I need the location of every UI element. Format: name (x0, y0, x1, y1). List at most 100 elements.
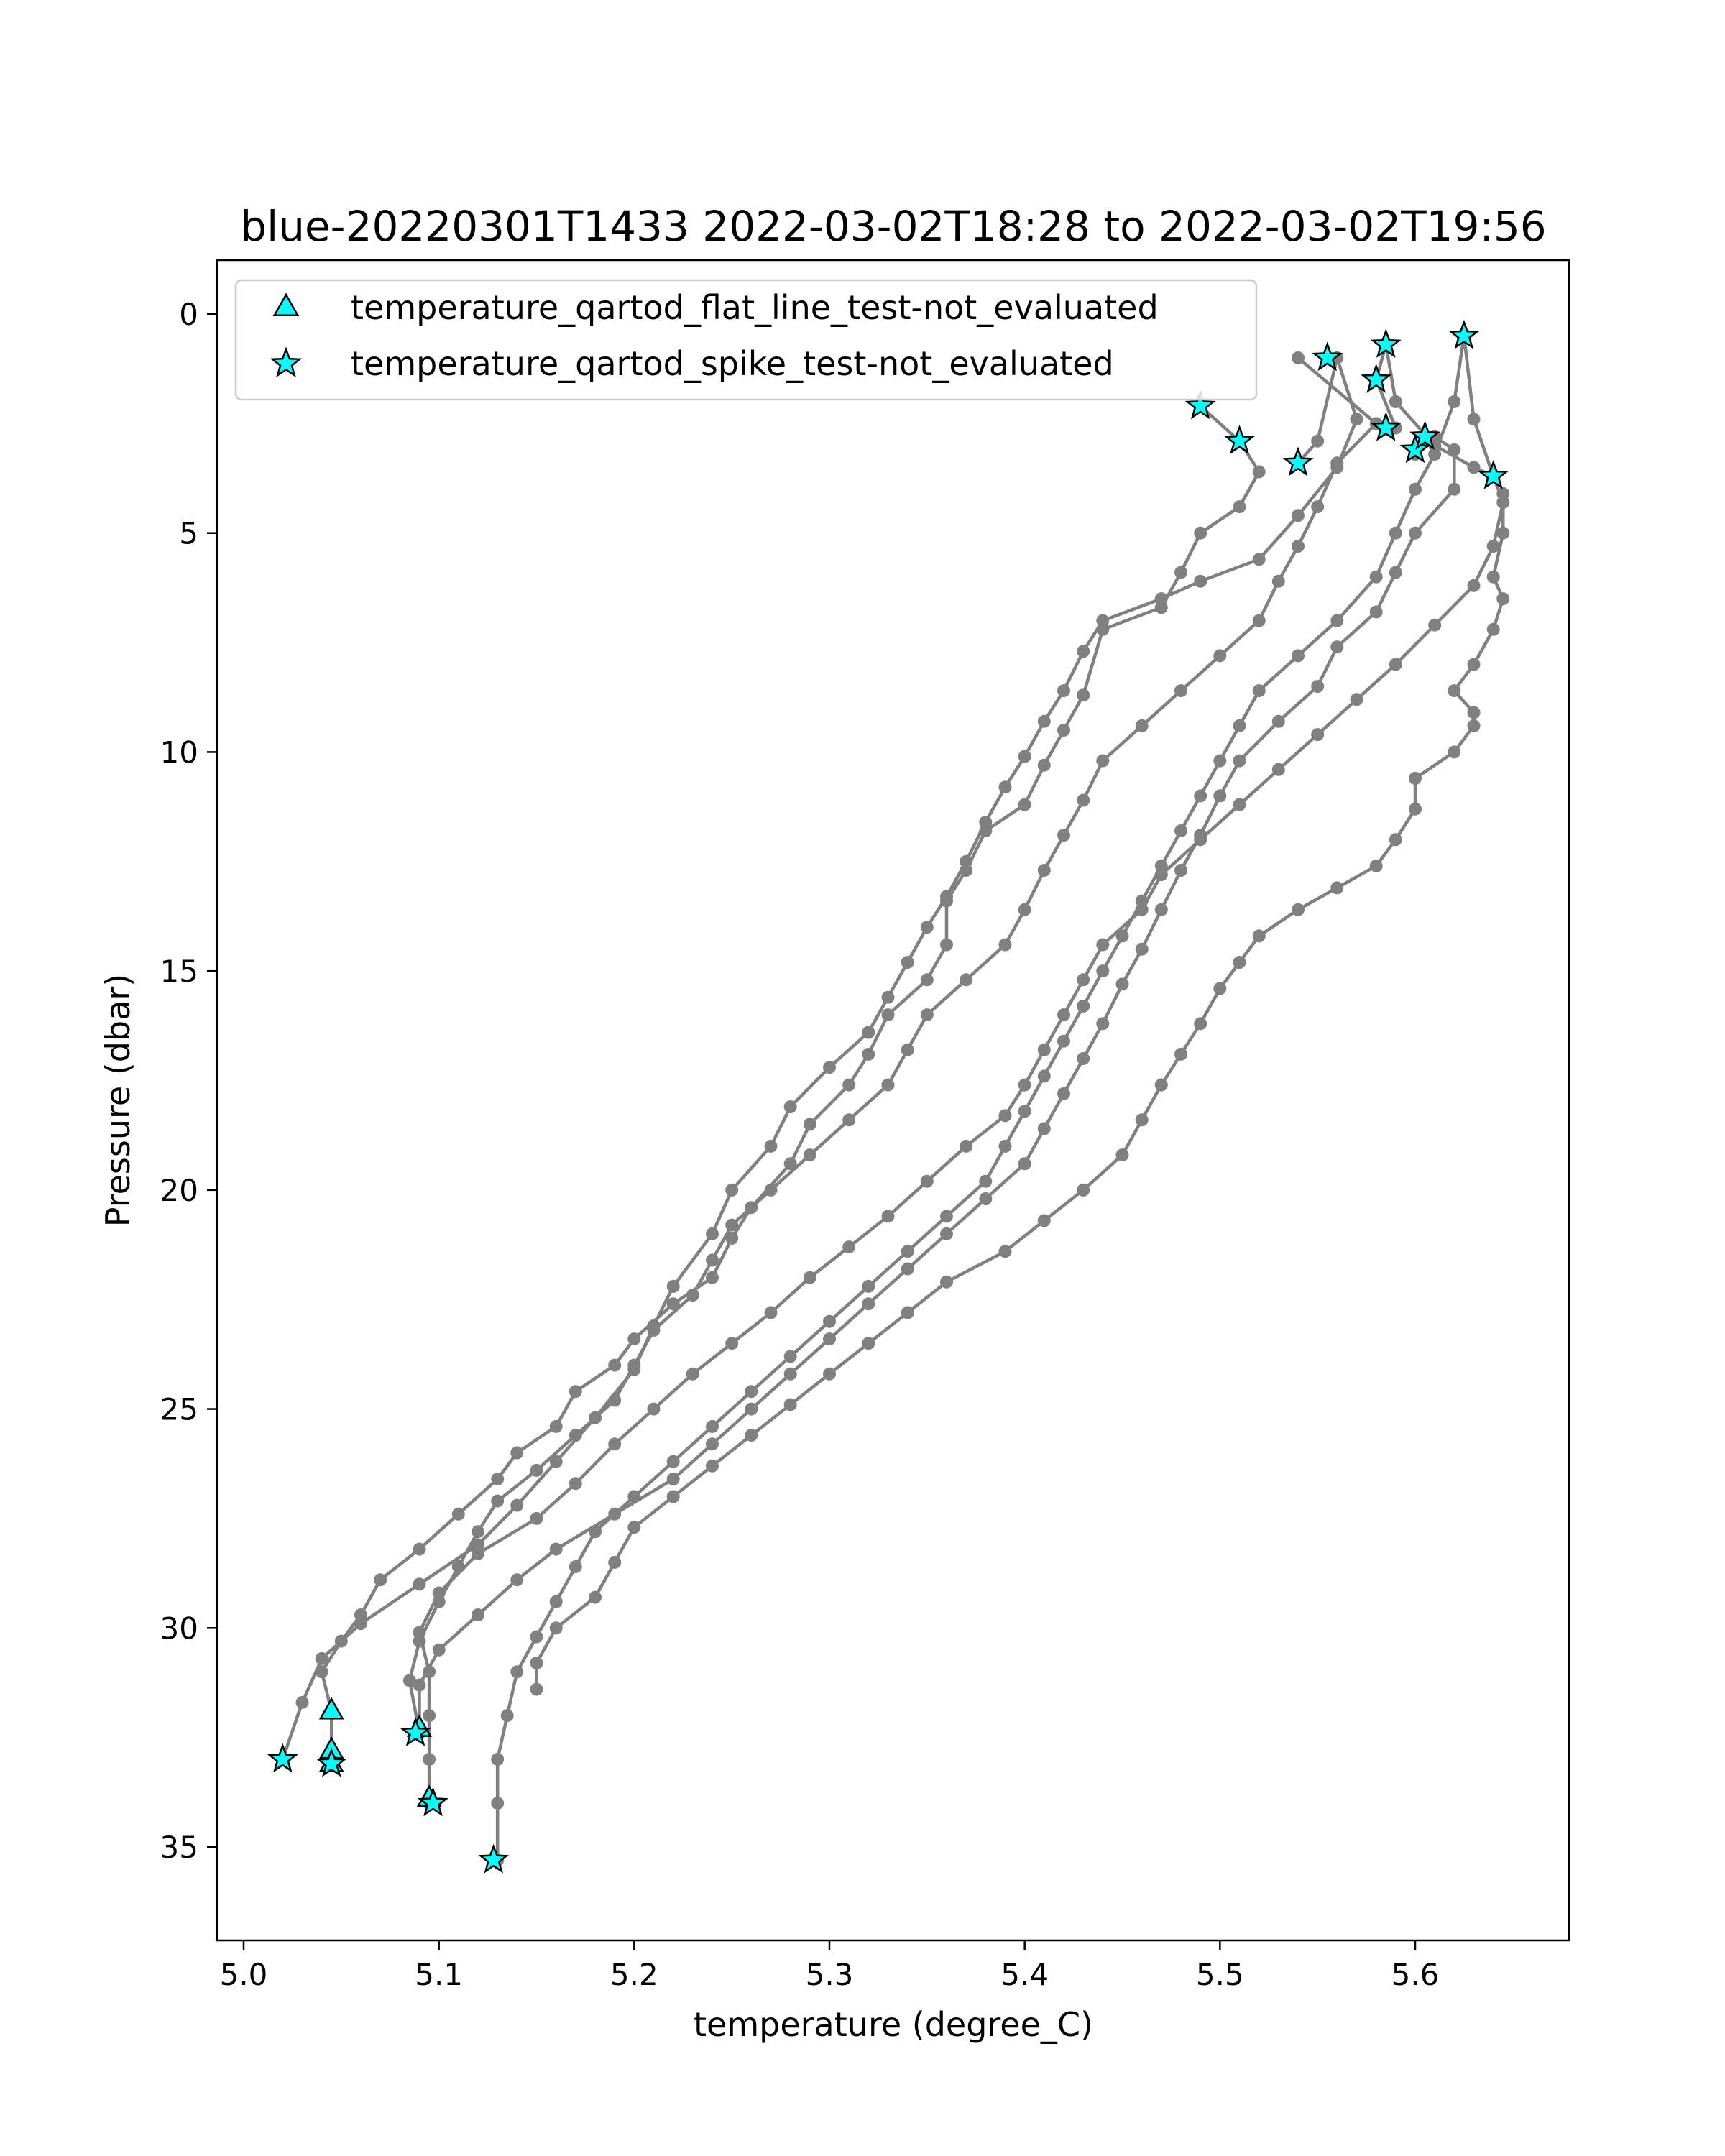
profile-point (549, 1455, 563, 1468)
profile-point (1233, 798, 1246, 811)
spike-test-star-marker (1399, 433, 1431, 464)
profile-point (1174, 1047, 1187, 1061)
profile-point (569, 1477, 582, 1491)
y-tick-label: 30 (160, 1611, 198, 1646)
y-axis: 0 5 10 15 20 25 30 35 (160, 297, 217, 1865)
profile-point (510, 1573, 524, 1587)
profile-point (1037, 758, 1051, 772)
profile-point (901, 1043, 914, 1056)
profile-point (1057, 1008, 1070, 1022)
profile-point (783, 1398, 797, 1411)
profile-point (745, 1385, 758, 1399)
y-tick-label: 0 (179, 297, 198, 332)
legend-marker (272, 292, 300, 317)
profile-point (1409, 802, 1422, 816)
profile-point (1037, 864, 1051, 877)
profile-point (1389, 658, 1402, 671)
y-tick-label: 5 (179, 516, 198, 551)
profile-lines (281, 334, 1505, 1861)
profile-point (1311, 434, 1325, 448)
x-tick-label: 5.3 (806, 1957, 854, 1992)
spike-test-star-marker (1448, 319, 1480, 349)
profile-point (1409, 482, 1422, 496)
profile-point (1486, 570, 1500, 584)
profile-point (472, 1525, 484, 1539)
profile-line-3 (418, 343, 1505, 1804)
chart-title: blue-20220301T1433 2022-03-02T18:28 to 2… (240, 202, 1546, 251)
profile-point (901, 956, 914, 969)
profile-point (423, 1709, 436, 1723)
profile-point (979, 1192, 993, 1205)
profile-point (1213, 649, 1227, 663)
profile-point (666, 1455, 680, 1468)
legend-marker (270, 346, 303, 378)
profile-point (569, 1429, 582, 1442)
y-tick-label: 25 (160, 1392, 198, 1427)
profile-point (764, 1183, 778, 1197)
profile-point (998, 1139, 1012, 1153)
profile-point (803, 1148, 816, 1162)
profile-point (745, 1429, 758, 1442)
profile-point (432, 1643, 446, 1657)
spike-test-star-marker (1478, 459, 1509, 489)
profile-point (1467, 706, 1481, 719)
profile-point (686, 1289, 699, 1302)
profile-point (1369, 859, 1383, 872)
profile-point (901, 1306, 914, 1319)
profile-point (1409, 526, 1422, 540)
profile-point (627, 1521, 641, 1534)
profile-point (1057, 1087, 1070, 1100)
profile-point (1018, 750, 1031, 763)
profile-point (842, 1113, 856, 1127)
profile-point (530, 1463, 543, 1477)
profile-point (549, 1595, 563, 1608)
profile-point (1428, 448, 1442, 461)
profile-point (1389, 395, 1402, 408)
profile-point (1194, 829, 1208, 842)
profile-point (745, 1201, 758, 1215)
profile-line-4 (418, 435, 1456, 1729)
x-tick-label: 5.2 (610, 1957, 658, 1992)
profile-point (706, 1227, 719, 1240)
profile-point (530, 1657, 543, 1669)
profile-point (500, 1709, 514, 1723)
profile-point (1467, 413, 1481, 426)
profile-point (823, 1061, 836, 1074)
profile-point (823, 1332, 836, 1346)
flat-line-test-triangle-marker (318, 1697, 344, 1720)
profile-point (1389, 526, 1402, 540)
profile-point (608, 1507, 622, 1521)
profile-point (413, 1634, 426, 1648)
profile-point (1311, 680, 1325, 693)
profile-point (647, 1323, 661, 1337)
profile-point (960, 1139, 973, 1153)
profile-point (1486, 540, 1500, 553)
profile-point (1448, 395, 1461, 408)
profile-point (1096, 614, 1110, 627)
profile-point (725, 1231, 739, 1245)
profile-point (998, 780, 1012, 794)
profile-point (423, 1665, 436, 1679)
profile-point (1252, 465, 1266, 479)
profile-point (940, 1210, 953, 1223)
profile-point (862, 1026, 875, 1039)
profile-point (823, 1314, 836, 1328)
profile-point (1213, 982, 1227, 995)
profile-point (1496, 592, 1510, 606)
profile-point (706, 1253, 719, 1267)
profile-point (627, 1332, 641, 1346)
profile-line-7 (408, 356, 1378, 1733)
profile-point (1389, 566, 1402, 579)
profile-point (764, 1306, 778, 1319)
profile-point (783, 1350, 797, 1363)
spike-test-star-marker (1282, 446, 1314, 476)
profile-point (491, 1797, 505, 1810)
spike-test-star-marker (1370, 328, 1402, 358)
profile-point (451, 1560, 465, 1573)
profile-point (1135, 1113, 1149, 1127)
profile-point (940, 1227, 953, 1240)
profile-point (608, 1437, 622, 1451)
profile-point (1116, 977, 1129, 991)
profile-line-5 (495, 334, 1495, 1861)
profile-point (1428, 618, 1442, 632)
